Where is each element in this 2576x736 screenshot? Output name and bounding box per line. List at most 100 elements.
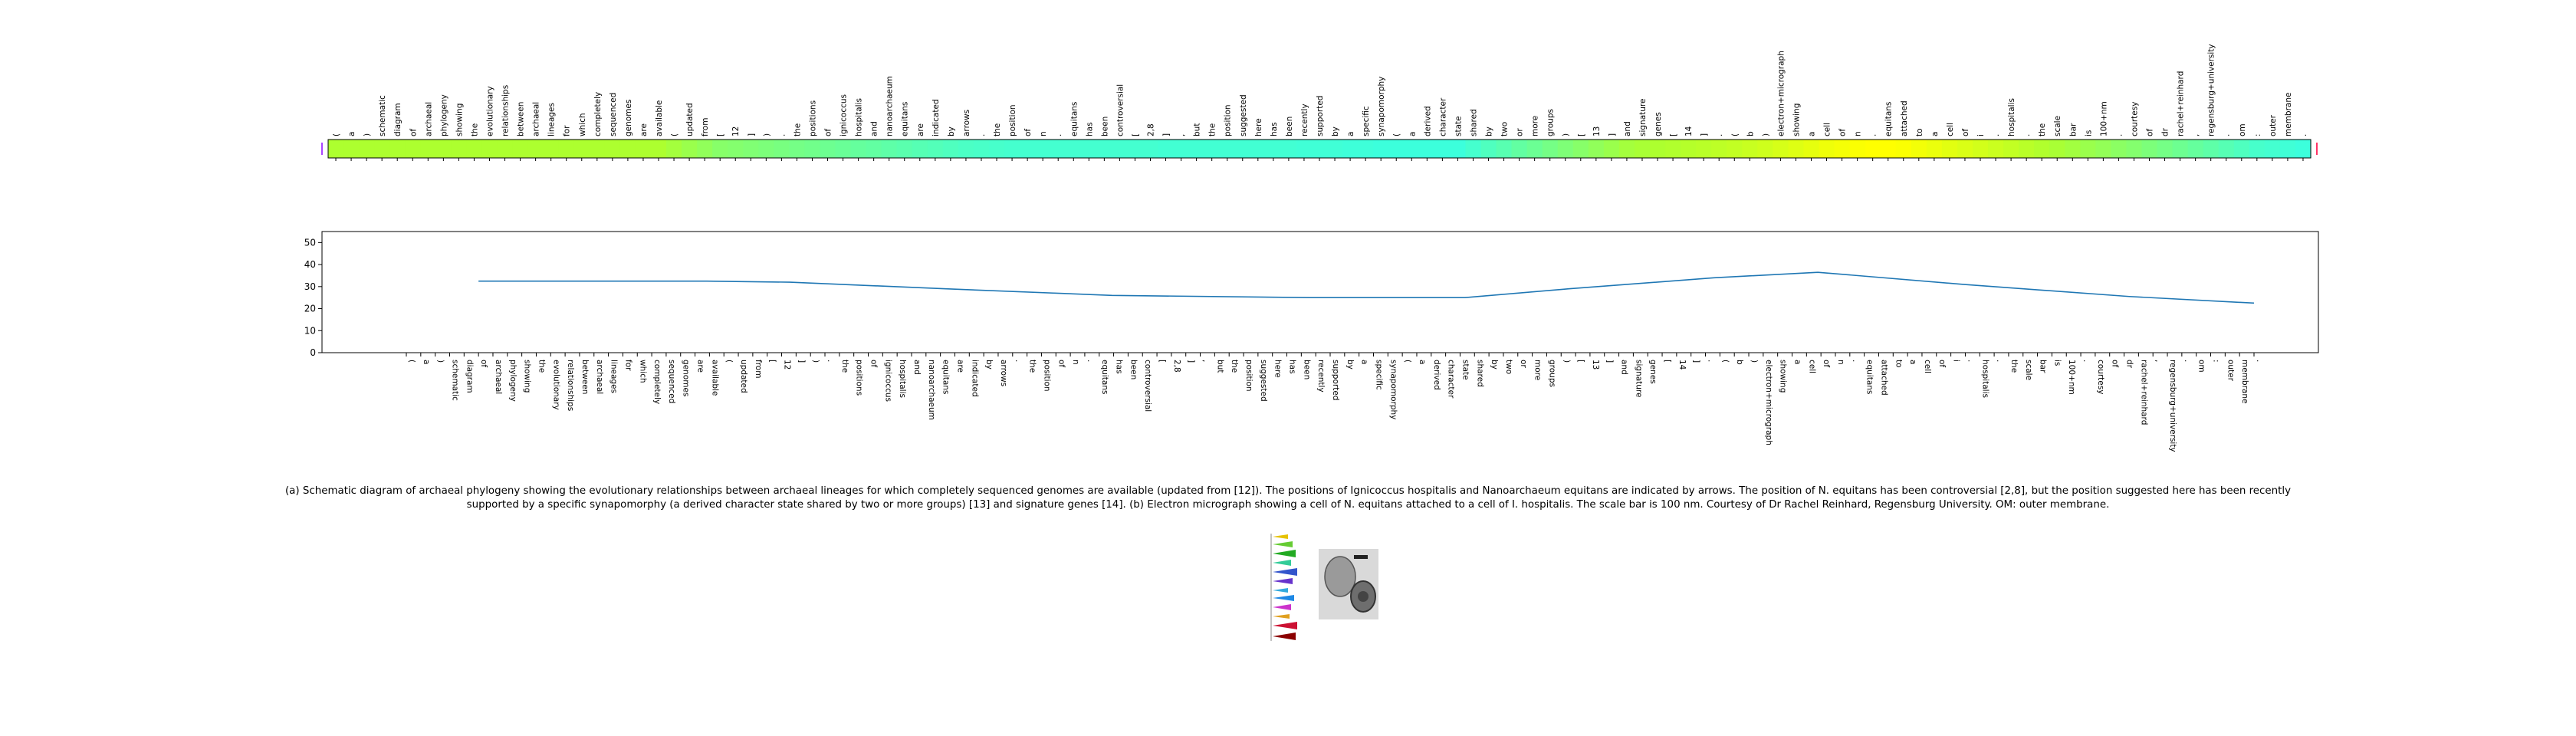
- x-tick-label: genomes: [682, 360, 691, 396]
- heatmap-token-label: ,: [1178, 134, 1187, 136]
- heatmap-token-label: of: [1838, 129, 1848, 136]
- heatmap-token-label: to: [1915, 128, 1924, 136]
- heatmap-token-label: a: [347, 132, 356, 136]
- x-tick-label: recently: [1316, 360, 1326, 393]
- heatmap-cell: [1404, 140, 1420, 158]
- x-tick-label: which: [638, 360, 647, 383]
- x-tick-label: groups: [1547, 360, 1556, 387]
- heatmap-token-label: groups: [1546, 109, 1556, 136]
- x-tick-label: [: [1576, 360, 1585, 363]
- heatmap-cell: [1618, 140, 1635, 158]
- heatmap-cell: [1572, 140, 1589, 158]
- x-tick-label: phylogeny: [508, 360, 518, 402]
- heatmap-token-label: :: [2253, 133, 2262, 136]
- heatmap-token-label: dr: [2161, 127, 2170, 136]
- x-tick-label: the: [2009, 360, 2019, 373]
- x-tick-label: specific: [1374, 360, 1383, 390]
- y-tick-label: 40: [304, 259, 316, 270]
- x-tick-label: a: [1360, 360, 1369, 364]
- x-tick-label: dr: [2125, 360, 2134, 369]
- heatmap-cell: [666, 140, 682, 158]
- heatmap-token-label: showing: [1792, 104, 1801, 136]
- x-tick-label: has: [1115, 360, 1124, 374]
- heatmap-cell: [1849, 140, 1866, 158]
- x-tick-label: ): [811, 360, 820, 363]
- heatmap-token-label: 12: [731, 127, 741, 136]
- heatmap-token-label: evolutionary: [485, 86, 495, 136]
- heatmap-cell: [2111, 140, 2128, 158]
- heatmap-token-label: ): [762, 133, 771, 136]
- heatmap-cell: [1066, 140, 1082, 158]
- heatmap-token-label: and: [1623, 121, 1632, 136]
- heatmap-cell: [466, 140, 483, 158]
- y-axis: 0 10 20 30 40 50: [304, 237, 322, 358]
- heatmap-cell: [712, 140, 728, 158]
- heatmap-token-label: are: [639, 123, 649, 136]
- x-tick-label: is: [2052, 360, 2062, 366]
- x-tick-label: synapomorphy: [1388, 360, 1398, 419]
- heatmap-cell: [2295, 140, 2312, 158]
- x-tick-label: b: [1735, 360, 1744, 365]
- heatmap-cell: [1234, 140, 1251, 158]
- heatmap-token-label: derived: [1423, 106, 1432, 136]
- heatmap-cell: [1081, 140, 1097, 158]
- x-tick-label: n: [1071, 360, 1080, 365]
- heatmap-cell: [1819, 140, 1835, 158]
- heatmap-token-label: .: [2299, 134, 2308, 136]
- x-tick-label: character: [1447, 360, 1456, 399]
- heatmap-cell: [359, 140, 375, 158]
- heatmap-token-label: [: [716, 133, 725, 136]
- heatmap-token-label: ]: [1700, 133, 1709, 136]
- x-tick-label: ): [436, 360, 445, 363]
- heatmap-token-label: the: [793, 123, 802, 136]
- heatmap-token-label: om: [2238, 123, 2247, 136]
- heatmap-token-labels: (a) schematic diagram of archaeal phylogeny sh…: [332, 44, 2308, 161]
- heatmap-cell: [2249, 140, 2266, 158]
- heatmap-cell: [374, 140, 390, 158]
- heatmap-token-label: nanoarchaeum: [886, 76, 895, 136]
- heatmap-token-label: (: [332, 133, 341, 136]
- heatmap-token-label: of: [409, 129, 418, 136]
- heatmap-token-label: which: [578, 113, 587, 136]
- heatmap-cell: [1496, 140, 1513, 158]
- heatmap-cell: [2264, 140, 2281, 158]
- x-tick-label: two: [1504, 360, 1513, 374]
- heatmap-token-label: electron+micrograph: [1776, 51, 1786, 136]
- heatmap-cell: [758, 140, 774, 158]
- heatmap-cell: [1358, 140, 1374, 158]
- heatmap-token-label: completely: [593, 92, 603, 136]
- heatmap-cell: [942, 140, 959, 158]
- heatmap-cell: [1204, 140, 1221, 158]
- x-tick-label: ]: [1187, 360, 1196, 363]
- x-tick-label: to: [1894, 360, 1903, 368]
- x-tick-label: 100+nm: [2067, 360, 2076, 395]
- figure-thumbnail: [1270, 534, 1378, 641]
- heatmap-cell: [1988, 140, 2004, 158]
- heatmap-cell: [1127, 140, 1144, 158]
- x-tick-label: cell: [1807, 360, 1816, 373]
- heatmap-cell: [558, 140, 575, 158]
- x-tick-label: a: [1793, 360, 1802, 364]
- score-line-chart: 0 10 20 30 40 50 (a) schematic diagram of archaea…: [304, 231, 2319, 452]
- x-tick-label: 2,8: [1172, 360, 1181, 373]
- heatmap-cell: [1265, 140, 1282, 158]
- heatmap-cell: [2019, 140, 2035, 158]
- x-tick-label: sequenced: [667, 360, 676, 403]
- x-tick-label: 14: [1677, 360, 1687, 370]
- x-tick-label: 13: [1591, 360, 1600, 370]
- x-tick-label: available: [710, 360, 719, 396]
- x-tick-label: hospitalis: [898, 360, 907, 398]
- heatmap-cell: [2003, 140, 2019, 158]
- x-tick-label: regensburg+university: [2168, 360, 2177, 452]
- heatmap-token-label: (: [670, 133, 679, 136]
- x-tick-label: ): [1562, 360, 1571, 363]
- heatmap-token-label: scale: [2053, 116, 2062, 136]
- heatmap-cell: [1603, 140, 1620, 158]
- heatmap-cell: [420, 140, 436, 158]
- heatmap-cell: [2065, 140, 2081, 158]
- x-tick-label: .: [2255, 360, 2264, 362]
- heatmap-token-label: the: [2038, 123, 2047, 136]
- heatmap-cell: [1004, 140, 1020, 158]
- x-tick-label: i: [1952, 360, 1961, 362]
- heatmap-token-label: archaeal: [424, 102, 433, 136]
